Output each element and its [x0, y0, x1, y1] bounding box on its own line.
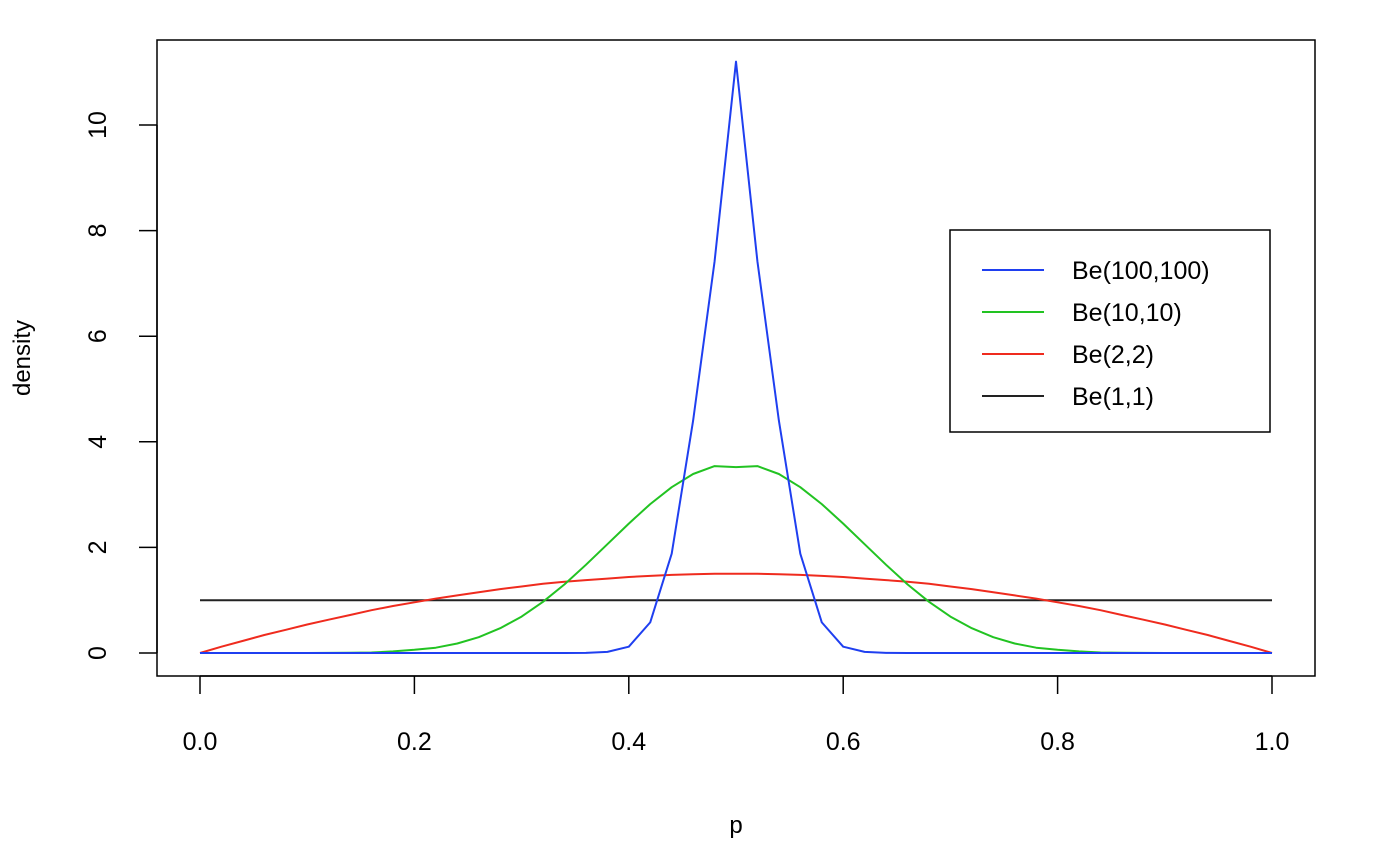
series-line-be-2-2 [199, 572, 1273, 654]
y-tick-label: 2 [84, 540, 112, 554]
legend-item: Be(2,2) [982, 341, 1154, 369]
y-tick-label: 0 [84, 646, 112, 660]
y-tick-label: 4 [84, 435, 112, 449]
legend-label: Be(10,10) [1072, 299, 1182, 327]
series-line-be-10-10 [200, 465, 1272, 654]
series-line-be-100-100 [200, 60, 1272, 654]
y-tick-label: 10 [84, 111, 112, 139]
legend-box [949, 229, 1271, 433]
x-axis-label: p [729, 812, 742, 839]
x-tick-label: 0.0 [183, 728, 218, 756]
legend-item: Be(100,100) [982, 257, 1210, 285]
x-tick-label: 0.2 [397, 728, 432, 756]
legend-label: Be(2,2) [1072, 341, 1154, 369]
y-axis: 0 2 4 6 8 10 [84, 111, 158, 660]
x-tick-label: 1.0 [1255, 728, 1290, 756]
y-tick-label: 6 [84, 329, 112, 343]
y-tick-label: 8 [84, 224, 112, 238]
legend-item: Be(10,10) [982, 299, 1182, 327]
legend-label: Be(1,1) [1072, 383, 1154, 411]
y-axis-label: density [9, 320, 36, 396]
x-tick-label: 0.8 [1040, 728, 1075, 756]
x-axis: 0.0 0.2 0.4 0.6 0.8 1.0 [183, 675, 1290, 756]
x-tick-label: 0.4 [611, 728, 646, 756]
legend-label: Be(100,100) [1072, 257, 1210, 285]
legend: Be(100,100) Be(10,10) Be(2,2) Be(1,1) [949, 229, 1271, 433]
x-tick-label: 0.6 [826, 728, 861, 756]
series-layer [199, 60, 1273, 654]
legend-item: Be(1,1) [982, 383, 1154, 411]
